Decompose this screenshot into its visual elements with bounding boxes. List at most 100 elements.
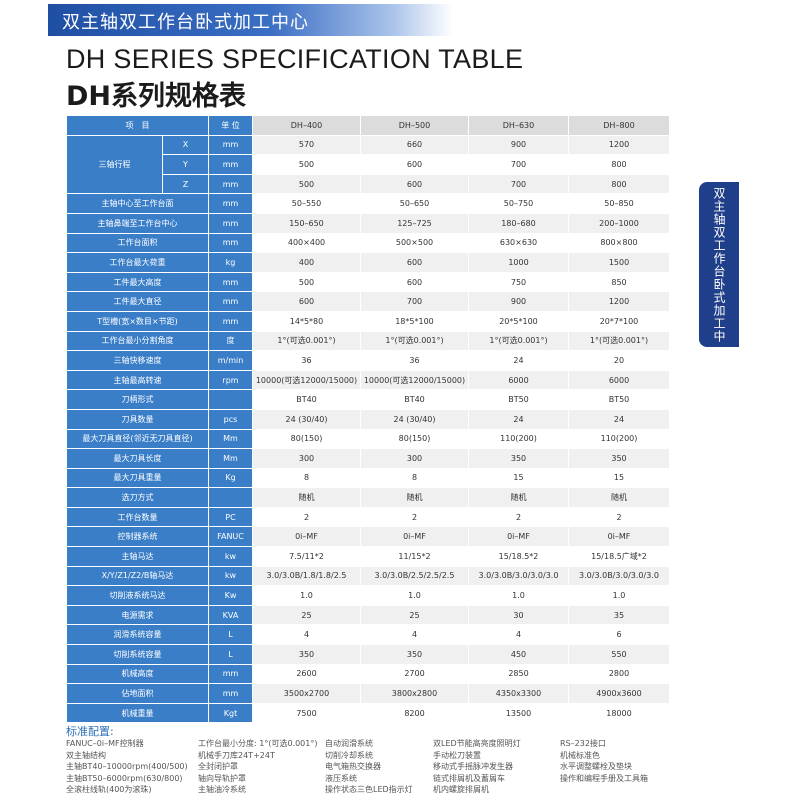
value-cell: 1000 (468, 252, 569, 273)
value-cell: 150–650 (252, 212, 361, 234)
value-cell: 1.0 (252, 585, 361, 606)
value-cell: 50–850 (568, 193, 670, 214)
config-column: RS–232接口 机械标准色 水平调整螺栓及垫块 操作和编程手册及工具箱 (560, 738, 648, 784)
value-cell: 110(200) (468, 428, 569, 450)
table-row: 机械重量 Kgt 7500 8200 13500 18000 (66, 702, 670, 724)
table-row: X/Y/Z1/Z2/B轴马达 kw 3.0/3.0B/1.8/1.8/2.5 3.0/… (66, 565, 670, 587)
config-column: 双LED节能高亮度照明灯 手动松刀装置 移动式手摇脉冲发生器 链式排屑机及蓄屑车 机内螺… (433, 738, 521, 796)
value-cell: 2700 (360, 663, 469, 685)
value-cell: 24 (468, 408, 569, 430)
value-cell: 1°(可选0.001°) (568, 330, 670, 352)
header-model: DH–400 (252, 115, 361, 136)
value-cell: 800×800 (568, 232, 670, 254)
table-row: 刀柄形式 BT40 BT40 BT50 BT50 (66, 389, 670, 410)
value-cell: 7500 (252, 702, 361, 724)
value-cell: 550 (568, 644, 670, 665)
config-item: 主轴油冷系统 (198, 785, 246, 795)
value-cell: 700 (360, 291, 469, 312)
value-cell: 900 (468, 134, 569, 156)
table-row: 最大刀具直径(邻近无刀具直径) Mm 80(150) 80(150) 110(200) 1… (66, 428, 670, 450)
row-label: 主轴中心至工作台面 (66, 193, 209, 214)
table-row: 工作台面积 mm 400×400 500×500 630×630 800×800 (66, 232, 670, 254)
axis-label: Y (162, 154, 209, 175)
value-cell: 4350x3300 (468, 683, 569, 704)
table-row: 工件最大直径 mm 600 700 900 1200 (66, 291, 670, 312)
table-row: 机械高度 mm 2600 2700 2850 2800 (66, 663, 670, 685)
value-cell: 1.0 (468, 585, 569, 606)
value-cell: 1200 (568, 134, 670, 156)
value-cell: 0i–MF (252, 526, 361, 548)
row-label: 刀柄形式 (66, 389, 209, 410)
value-cell: BT50 (468, 389, 569, 410)
unit-cell: mm (208, 232, 253, 254)
table-row: 工作台最大荷重 kg 400 600 1000 1500 (66, 252, 670, 273)
value-cell: 15 (568, 467, 670, 489)
unit-cell: mm (208, 154, 253, 175)
value-cell: 4 (468, 624, 569, 646)
row-label: 工件最大直径 (66, 291, 209, 312)
value-cell: 500×500 (360, 232, 469, 254)
value-cell: 6000 (568, 369, 670, 391)
row-label: 工作台面积 (66, 232, 209, 254)
config-item: 切削冷却系统 (325, 750, 373, 760)
row-label: 佔地面积 (66, 683, 209, 704)
value-cell: 25 (252, 604, 361, 626)
table-row: T型槽(宽×数目×节距) mm 14*5*80 18*5*100 20*5*100 20*… (66, 310, 670, 332)
value-cell: 13500 (468, 702, 569, 724)
value-cell: 450 (468, 644, 569, 665)
value-cell: 2 (360, 506, 469, 528)
value-cell: 350 (568, 448, 670, 469)
value-cell: 850 (568, 271, 670, 293)
row-label: 工作台最大荷重 (66, 252, 209, 273)
value-cell: 80(150) (252, 428, 361, 450)
value-cell: 600 (360, 173, 469, 195)
header-model: DH–630 (468, 115, 569, 136)
table-row: 主轴中心至工作台面 mm 50–550 50–650 50–750 50–850 (66, 193, 670, 214)
value-cell: 24 (30/40) (252, 408, 361, 430)
table-row: 切削液系统马达 Kw 1.0 1.0 1.0 1.0 (66, 585, 670, 606)
row-label: 机械重量 (66, 702, 209, 724)
config-item: 主轴BT40–10000rpm(400/500) (66, 762, 188, 772)
row-label: 主轴最高转速 (66, 369, 209, 391)
value-cell: 500 (252, 173, 361, 195)
table-row: 主轴马达 kw 7.5/11*2 11/15*2 15/18.5*2 15/18.5广域*… (66, 546, 670, 567)
unit-cell: kw (208, 565, 253, 587)
row-label: 机械高度 (66, 663, 209, 685)
unit-cell: Mm (208, 428, 253, 450)
row-label: 最大刀具长度 (66, 448, 209, 469)
table-row: 工件最大高度 mm 500 600 750 850 (66, 271, 670, 293)
value-cell: 125–725 (360, 212, 469, 234)
row-label: 选刀方式 (66, 487, 209, 508)
row-label: 主轴马达 (66, 546, 209, 567)
value-cell: 8 (252, 467, 361, 489)
value-cell: 36 (252, 350, 361, 371)
table-row: 选刀方式 随机 随机 随机 随机 (66, 487, 670, 508)
value-cell: 2 (568, 506, 670, 528)
value-cell: 500 (252, 154, 361, 175)
value-cell: 50–550 (252, 193, 361, 214)
row-label: 最大刀具重量 (66, 467, 209, 489)
unit-cell (208, 389, 253, 410)
value-cell: 2850 (468, 663, 569, 685)
config-item: 双主轴结构 (66, 750, 106, 760)
title-chinese: DH系列规格表 (66, 81, 247, 112)
value-cell: 24 (468, 350, 569, 371)
unit-cell: mm (208, 291, 253, 312)
value-cell: 1200 (568, 291, 670, 312)
table-row: 控制器系统 FANUC 0i–MF 0i–MF 0i–MF 0i–MF (66, 526, 670, 548)
value-cell: 350 (252, 644, 361, 665)
table-row: 主轴最高转速 rpm 10000(可选12000/15000) 10000(可选120… (66, 369, 670, 391)
value-cell: 600 (252, 291, 361, 312)
row-label: 切削系统容量 (66, 644, 209, 665)
value-cell: 400 (252, 252, 361, 273)
config-item: 主轴BT50–6000rpm(630/800) (66, 773, 183, 783)
config-item: 链式排屑机及蓄屑车 (433, 773, 505, 783)
unit-cell: 度 (208, 330, 253, 352)
table-row: 电源需求 KVA 25 25 30 35 (66, 604, 670, 626)
value-cell: 20*5*100 (468, 310, 569, 332)
config-item: 操作和编程手册及工具箱 (560, 773, 648, 783)
value-cell: 750 (468, 271, 569, 293)
value-cell: 20 (568, 350, 670, 371)
config-item: 机内螺旋排屑机 (433, 785, 489, 795)
